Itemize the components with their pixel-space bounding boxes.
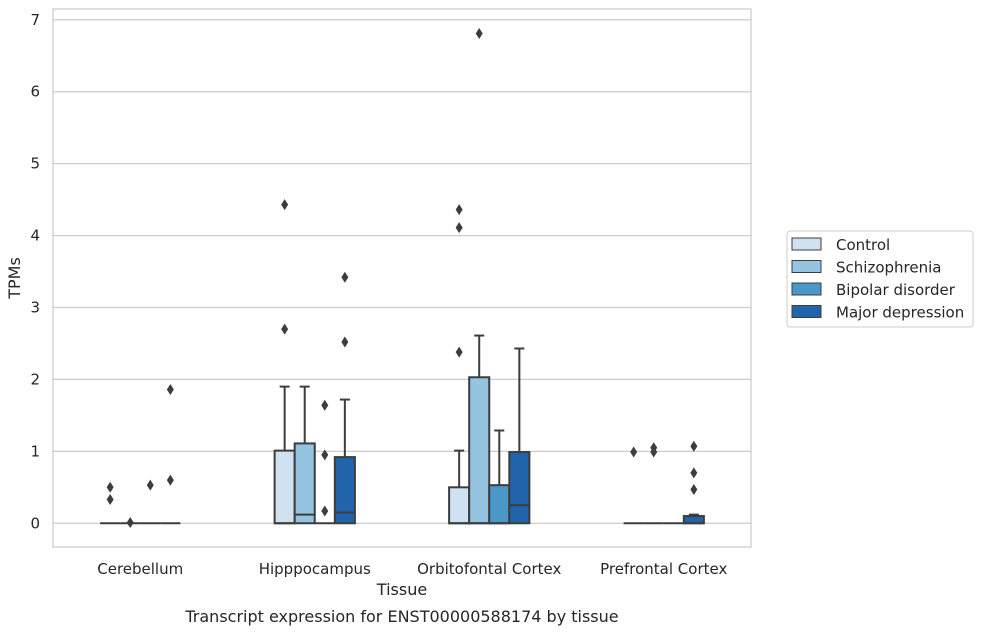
box-group [100,481,121,525]
x-tick-label: Prefrontal Cortex [600,560,727,578]
outlier-point [126,517,134,529]
box-group [488,429,511,525]
box-group [643,442,664,525]
outlier-point [455,222,463,234]
box-group [160,383,181,525]
y-tick-label: 5 [30,155,40,173]
outlier-point [321,449,329,461]
outlier-point [281,199,289,211]
outlier-point [455,204,463,216]
iqr-box [293,442,316,525]
outlier-point [166,383,174,395]
y-tick-label: 7 [30,11,40,29]
outlier-point [341,271,349,283]
legend-label: Bipolar disorder [836,281,956,299]
box-group [140,479,161,525]
outlier-point [690,483,698,495]
outlier-point [650,442,658,454]
x-tick-label: Orbitofontal Cortex [417,560,561,578]
outlier-point [146,479,154,491]
outlier-point [281,323,289,335]
outlier-point [630,446,638,458]
legend-swatch [791,305,822,318]
y-tick-label: 1 [30,442,40,460]
outlier-point [690,467,698,479]
box-series [100,27,705,529]
y-tick-label: 6 [30,83,40,101]
gridlines [53,19,751,524]
iqr-box [682,515,705,525]
y-tick-label: 4 [30,227,40,245]
legend-swatch [791,237,822,251]
box-group [293,385,316,525]
x-axis-label: Tissue [376,580,427,599]
iqr-box [508,451,531,525]
plot-area-frame [52,8,752,548]
outlier-point [475,27,483,39]
y-axis-label: TPMs [5,257,24,300]
y-tick-label: 2 [30,370,40,388]
x-tick-label: Cerebellum [97,560,183,578]
outlier-point [106,494,114,506]
outlier-point [341,336,349,348]
x-axis-ticks: Cerebellum Hipppocampus Orbitofontal Corte… [97,560,727,578]
x-tick-label: Hipppocampus [259,560,371,578]
box-group [623,446,644,525]
iqr-box [333,456,356,525]
outlier-point [166,474,174,486]
legend-label: Control [836,236,890,254]
y-tick-label: 0 [30,514,40,532]
legend-swatch [791,282,822,296]
box-group [448,204,471,525]
box-group [682,440,705,525]
legend-frame [786,230,974,328]
outlier-point [321,399,329,411]
box-group [333,271,356,525]
iqr-box [273,449,296,525]
outlier-point [455,346,463,358]
legend-swatch [791,260,822,273]
legend-label: Schizophrenia [836,259,941,277]
legend-label: Major depression [836,304,964,322]
outlier-point [690,440,698,452]
box-group [120,517,141,529]
outlier-point [321,505,329,517]
box-group [273,199,296,525]
iqr-box [448,486,471,525]
legend: Control Schizophrenia Bipolar disorder Majo… [786,230,974,328]
chart-caption: Transcript expression for ENST0000058817… [184,607,618,626]
iqr-box [468,376,491,525]
outlier-point [106,481,114,493]
y-tick-label: 3 [30,298,40,316]
box-group [314,399,335,525]
box-group [508,347,531,525]
y-axis-ticks: 0 1 2 3 4 5 6 7 [30,11,40,532]
box-group [468,27,491,525]
iqr-box [488,484,511,525]
